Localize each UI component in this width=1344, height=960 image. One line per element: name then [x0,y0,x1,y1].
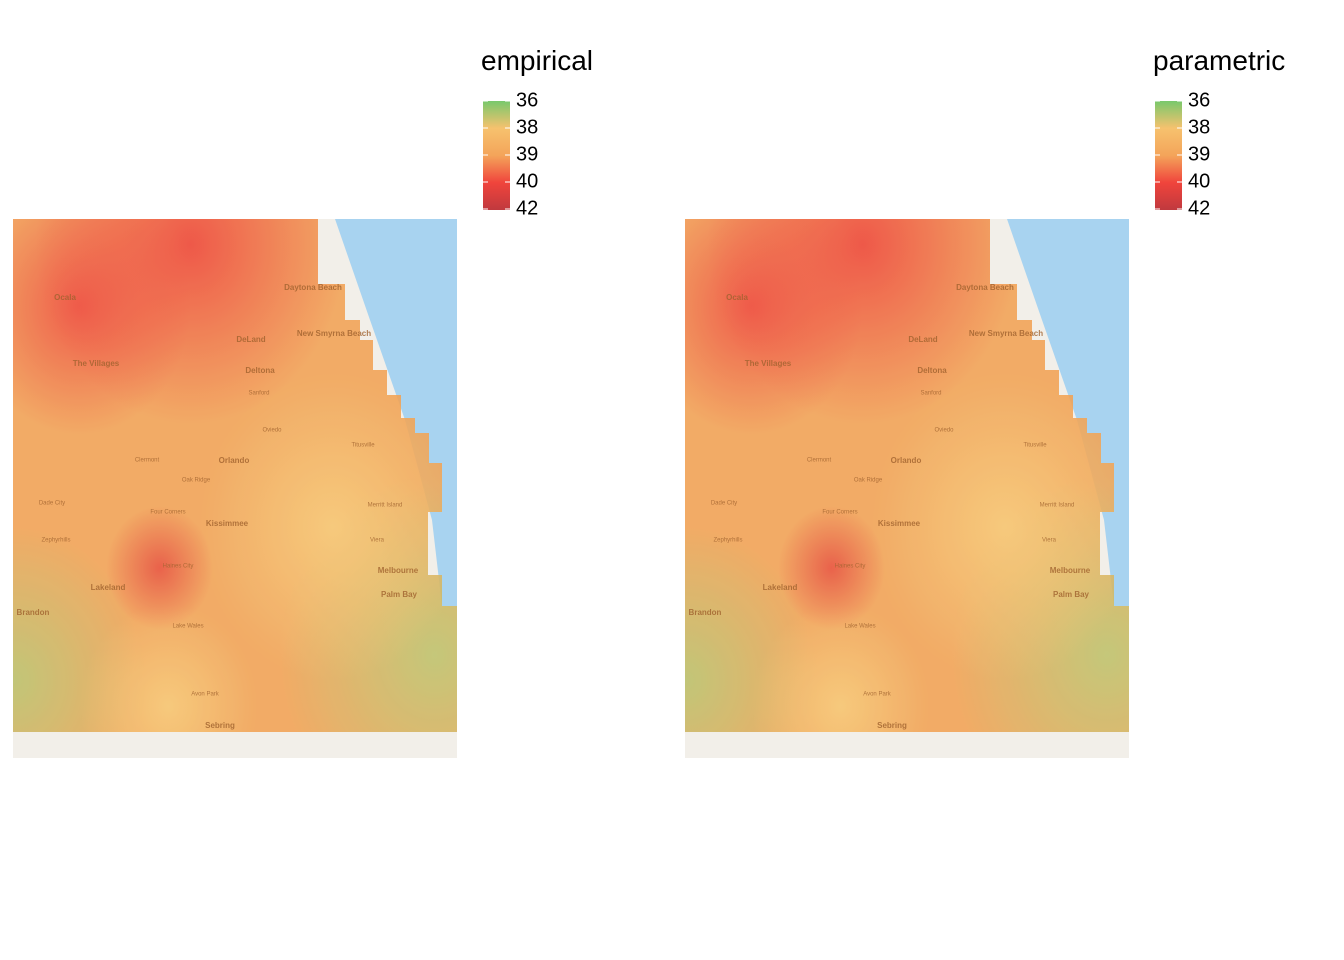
place-label: Lake Wales [172,624,203,630]
place-label: Oviedo [934,428,954,434]
ocean [335,219,457,606]
legend-tick-label: 38 [1188,116,1210,138]
place-label: Clermont [135,458,160,464]
legend-tick-label: 40 [1188,170,1210,192]
place-label: Deltona [917,366,947,375]
place-label: Avon Park [191,692,220,698]
legend-tick-label: 42 [1188,197,1210,219]
place-label: Titusville [1023,443,1047,449]
place-label: Lakeland [763,583,798,592]
place-label: Oviedo [262,428,282,434]
map-panel: Ocala The Villages DeLand Deltona Daytona Be… [685,45,1285,758]
legend-title: empirical [481,45,593,76]
place-label: Melbourne [1050,566,1091,575]
place-label: Merritt Island [368,503,403,509]
place-label: Ocala [726,293,748,302]
legend-tick-label: 39 [516,143,538,165]
place-label: Palm Bay [1053,590,1090,599]
place-label: Brandon [17,608,50,617]
place-label: Lakeland [91,583,126,592]
place-label: Orlando [891,456,922,465]
place-label: Sebring [877,721,907,730]
place-label: Clermont [807,458,832,464]
ocean [1007,219,1129,606]
place-label: Sanford [920,391,941,397]
place-label: Haines City [163,564,194,570]
place-label: Four Corners [150,510,185,516]
place-label: Oak Ridge [182,478,211,484]
place-label: Sebring [205,721,235,730]
legend-tick-label: 42 [516,197,538,219]
legend-tick-label: 36 [516,89,538,111]
place-label: Palm Bay [381,590,418,599]
place-label: Oak Ridge [854,478,883,484]
place-label: Daytona Beach [956,283,1014,292]
legend-tick-label: 40 [516,170,538,192]
place-label: Viera [370,538,385,544]
legend-tick-label: 36 [1188,89,1210,111]
place-label: Lake Wales [844,624,875,630]
place-label: Viera [1042,538,1057,544]
place-label: Zephyrhills [41,538,70,544]
place-label: Dade City [711,501,737,507]
legend-tick-label: 38 [516,116,538,138]
place-label: Zephyrhills [713,538,742,544]
place-label: Kissimmee [206,519,249,528]
place-label: DeLand [236,335,265,344]
place-label: Dade City [39,501,65,507]
place-label: The Villages [73,359,120,368]
place-label: Merritt Island [1040,503,1075,509]
place-label: Melbourne [378,566,419,575]
place-label: Ocala [54,293,76,302]
place-label: The Villages [745,359,792,368]
place-label: Sanford [248,391,269,397]
place-label: New Smyrna Beach [297,329,371,338]
place-label: Four Corners [822,510,857,516]
place-label: Kissimmee [878,519,921,528]
place-label: Deltona [245,366,275,375]
place-label: Haines City [835,564,866,570]
legend-title: parametric [1153,45,1285,76]
place-label: Brandon [689,608,722,617]
place-label: Orlando [219,456,250,465]
place-label: New Smyrna Beach [969,329,1043,338]
place-label: Daytona Beach [284,283,342,292]
heatmap [13,219,457,732]
place-label: DeLand [908,335,937,344]
place-label: Titusville [351,443,375,449]
legend-tick-label: 39 [1188,143,1210,165]
heatmap [685,219,1129,732]
map-panel: Ocala The Villages DeLand Deltona Daytona Be… [13,45,593,758]
place-label: Avon Park [863,692,892,698]
